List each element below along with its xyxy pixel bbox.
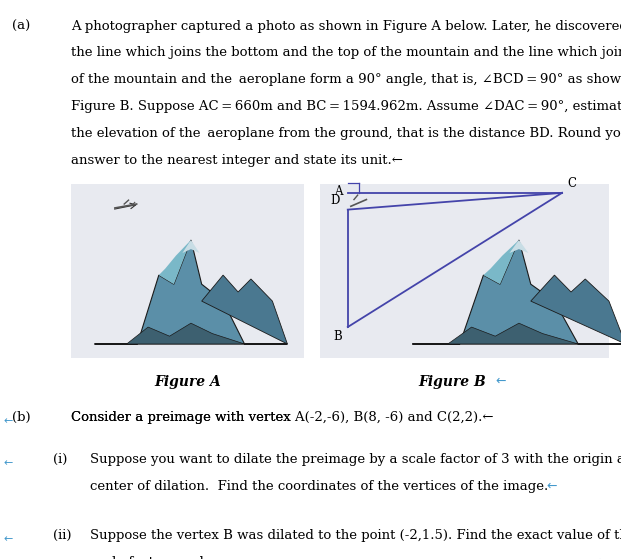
Text: A: A	[333, 185, 342, 198]
Text: ←: ←	[546, 480, 557, 492]
Text: ←: ←	[3, 534, 12, 544]
Polygon shape	[94, 323, 288, 344]
Bar	[71, 184, 304, 358]
Polygon shape	[412, 323, 621, 344]
Polygon shape	[202, 275, 288, 344]
Text: Figure B: Figure B	[418, 375, 486, 389]
Polygon shape	[159, 240, 191, 284]
Polygon shape	[183, 240, 199, 253]
Text: (i): (i)	[53, 453, 67, 466]
Text: C: C	[567, 177, 576, 190]
Text: center of dilation.  Find the coordinates of the vertices of the image.: center of dilation. Find the coordinates…	[90, 480, 548, 492]
Text: (a): (a)	[12, 20, 30, 32]
Text: (b): (b)	[12, 411, 31, 424]
Text: answer to the nearest integer and state its unit.←: answer to the nearest integer and state …	[71, 154, 403, 167]
Polygon shape	[483, 240, 519, 284]
Text: ←: ←	[596, 556, 607, 559]
Polygon shape	[531, 275, 621, 344]
Text: the line which joins the bottom and the top of the mountain and the line which j: the line which joins the bottom and the …	[71, 46, 621, 59]
Text: Figure B. Suppose AC = 660m and BC = 1594.962m. Assume ∠DAC = 90°, estimate: Figure B. Suppose AC = 660m and BC = 159…	[71, 100, 621, 113]
Polygon shape	[509, 240, 528, 253]
Text: Consider a preimage with vertex: Consider a preimage with vertex	[71, 411, 296, 424]
Text: the elevation of the  aeroplane from the ground, that is the distance BD. Round : the elevation of the aeroplane from the …	[71, 127, 621, 140]
Text: Suppose the vertex B was dilated to the point (-2,1.5). Find the exact value of : Suppose the vertex B was dilated to the …	[90, 529, 621, 542]
Text: Consider a preimage with vertex A(-2,-6), B(8, -6) and C(2,2).←: Consider a preimage with vertex A(-2,-6)…	[71, 411, 494, 424]
Text: ←: ←	[496, 375, 505, 387]
Text: scale factor used.: scale factor used.	[90, 556, 208, 559]
Text: B: B	[333, 330, 342, 343]
Text: of the mountain and the  aeroplane form a 90° angle, that is, ∠BCD = 90° as show: of the mountain and the aeroplane form a…	[71, 73, 621, 86]
Polygon shape	[94, 240, 288, 344]
Text: Suppose you want to dilate the preimage by a scale factor of 3 with the origin a: Suppose you want to dilate the preimage …	[90, 453, 621, 466]
Polygon shape	[412, 240, 621, 344]
Text: (ii): (ii)	[53, 529, 71, 542]
Text: ←: ←	[3, 458, 12, 468]
Bar	[320, 184, 609, 358]
Text: D: D	[330, 194, 340, 207]
Text: Figure A: Figure A	[155, 375, 221, 389]
Text: ←: ←	[3, 416, 12, 427]
Text: A photographer captured a photo as shown in Figure A below. Later, he discovered: A photographer captured a photo as shown…	[71, 20, 621, 32]
